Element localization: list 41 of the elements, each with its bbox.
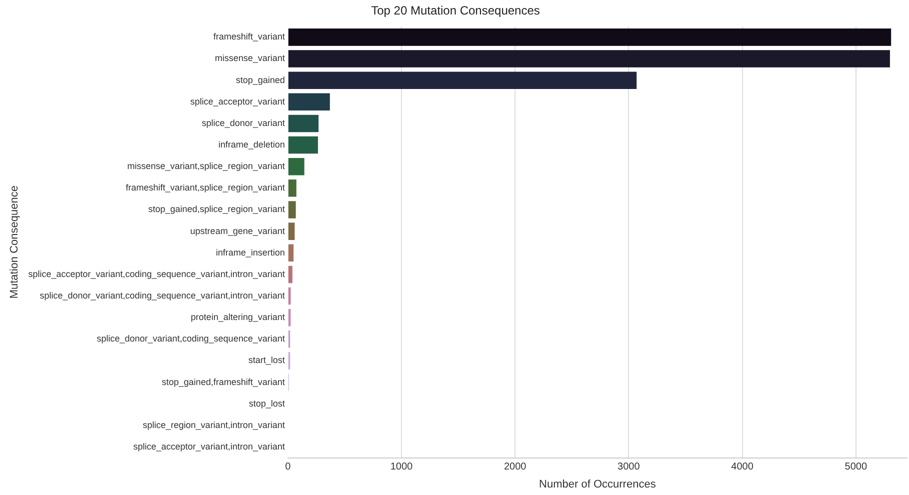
bar <box>288 222 295 240</box>
y-tick-label: frameshift_variant <box>213 32 286 42</box>
y-tick-label: frameshift_variant,splice_region_variant <box>126 182 286 193</box>
bar <box>288 266 292 284</box>
x-axis-title: Number of Occurrences <box>539 478 656 490</box>
bar <box>288 28 892 46</box>
y-tick-label: missense_variant,splice_region_variant <box>127 161 286 172</box>
chart-title: Top 20 Mutation Consequences <box>371 4 540 18</box>
y-tick-label: splice_donor_variant,coding_sequence_variant <box>96 334 286 344</box>
y-tick-label: stop_gained <box>236 74 285 85</box>
y-tick-label: splice_donor_variant,coding_sequence_variant,intron_variant <box>40 290 286 301</box>
bar <box>288 136 318 154</box>
y-tick-label: stop_lost <box>248 398 286 408</box>
y-tick-label: splice_acceptor_variant <box>190 96 286 106</box>
x-tick-label: 3000 <box>618 462 640 473</box>
y-tick-label: splice_acceptor_variant,coding_sequence_variant,intron_variant <box>28 268 286 279</box>
y-tick-label: stop_gained,splice_region_variant <box>148 204 286 214</box>
bar <box>288 72 637 89</box>
y-tick-label: inframe_insertion <box>216 247 285 258</box>
bar <box>288 201 296 218</box>
y-tick-label: inframe_deletion <box>218 140 285 150</box>
x-tick-label: 5000 <box>844 462 868 473</box>
y-tick-label: missense_variant <box>214 53 286 64</box>
bar <box>288 114 319 132</box>
y-tick-label: splice_donor_variant <box>202 118 286 128</box>
y-tick-label: splice_region_variant,intron_variant <box>142 420 286 430</box>
x-tick-label: 4000 <box>731 462 754 473</box>
y-tick-label: stop_gained,frameshift_variant <box>162 376 286 387</box>
x-tick-label: 2000 <box>504 462 527 473</box>
y-axis-title: Mutation Consequence <box>8 186 21 299</box>
bar <box>288 158 304 176</box>
y-tick-label: start_lost <box>248 355 286 366</box>
bar <box>288 180 296 197</box>
y-tick-label: upstream_gene_variant <box>190 226 286 236</box>
x-tick-label: 1000 <box>390 462 414 473</box>
bar <box>288 50 890 68</box>
y-tick-label: protein_altering_variant <box>190 312 286 322</box>
y-tick-label: splice_acceptor_variant,intron_variant <box>133 442 286 452</box>
x-tick-label: 0 <box>285 462 292 473</box>
bar <box>288 93 330 111</box>
bar <box>288 244 294 262</box>
